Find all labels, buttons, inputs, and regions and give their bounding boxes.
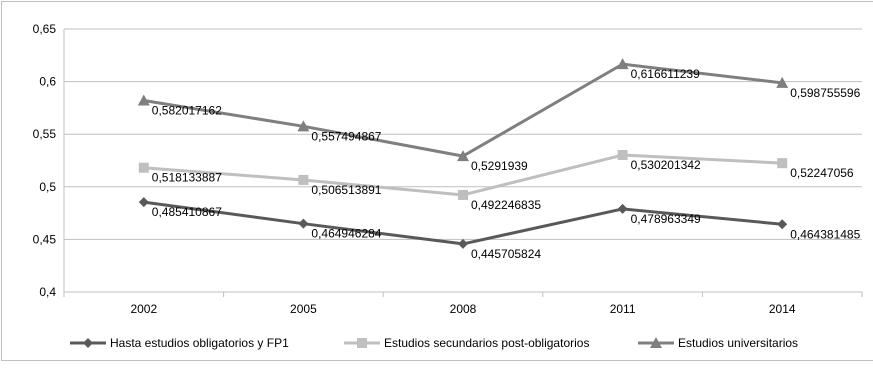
- series-markers: [137, 58, 789, 249]
- data-label: 0,518133887: [152, 171, 222, 185]
- data-point: [298, 174, 309, 185]
- y-tick-label: 0,65: [33, 22, 57, 36]
- data-point: [776, 76, 789, 88]
- data-label: 0,557494867: [311, 129, 381, 143]
- data-label: 0,598755596: [790, 86, 860, 100]
- legend-label: Estudios secundarios post-obligatorios: [384, 336, 589, 350]
- data-label: 0,464946284: [311, 227, 381, 241]
- data-label: 0,485410867: [152, 205, 222, 219]
- data-point: [297, 120, 310, 132]
- y-tick-label: 0,55: [33, 127, 57, 141]
- data-point: [138, 162, 149, 173]
- legend-marker: [83, 338, 93, 348]
- data-point: [298, 218, 309, 229]
- data-point: [457, 150, 469, 162]
- data-point: [458, 238, 468, 249]
- data-point: [138, 197, 149, 208]
- data-labels: 0,485410867 0,464946284 0,445705824 0,47896…: [152, 67, 861, 261]
- data-label: 0,582017162: [152, 104, 222, 118]
- y-tick-label: 0,4: [39, 285, 56, 299]
- data-point: [458, 189, 468, 200]
- data-label: 0,530201342: [631, 158, 701, 172]
- legend-label: Estudios universitarios: [678, 336, 798, 350]
- data-label: 0,478963349: [631, 212, 701, 226]
- gridlines: [64, 28, 862, 240]
- data-point: [616, 58, 629, 70]
- data-label: 0,616611239: [631, 67, 701, 81]
- data-point: [777, 158, 788, 169]
- data-label: 0,445705824: [471, 247, 541, 261]
- y-tick-label: 0,45: [33, 232, 57, 246]
- x-tick-label: 2002: [130, 302, 157, 316]
- legend-marker: [650, 337, 662, 348]
- data-label: 0,506513891: [311, 183, 381, 197]
- legend-marker: [357, 338, 367, 348]
- legend-label: Hasta estudios obligatorios y FP1: [110, 336, 289, 350]
- y-tick-label: 0,5: [39, 180, 56, 194]
- chart-border: [1, 1, 873, 361]
- legend: Hasta estudios obligatorios y FP1 Estudio…: [70, 336, 798, 350]
- x-tick-label: 2014: [769, 302, 796, 316]
- axes: 0,4 0,45 0,5 0,55 0,6 0,65 2002 2005 2008 2011 201…: [33, 22, 863, 316]
- data-point: [777, 219, 788, 230]
- y-tick-label: 0,6: [39, 75, 56, 89]
- x-tick-label: 2011: [610, 302, 636, 316]
- data-label: 0,5291939: [471, 159, 528, 173]
- data-label: 0,464381485: [790, 227, 860, 241]
- data-label: 0,492246835: [471, 198, 541, 212]
- x-tick-label: 2005: [290, 302, 317, 316]
- data-label: 0,52247056: [790, 166, 854, 180]
- data-point: [617, 150, 628, 161]
- x-tick-label: 2008: [450, 302, 477, 316]
- data-point: [137, 94, 150, 106]
- data-point: [617, 203, 628, 214]
